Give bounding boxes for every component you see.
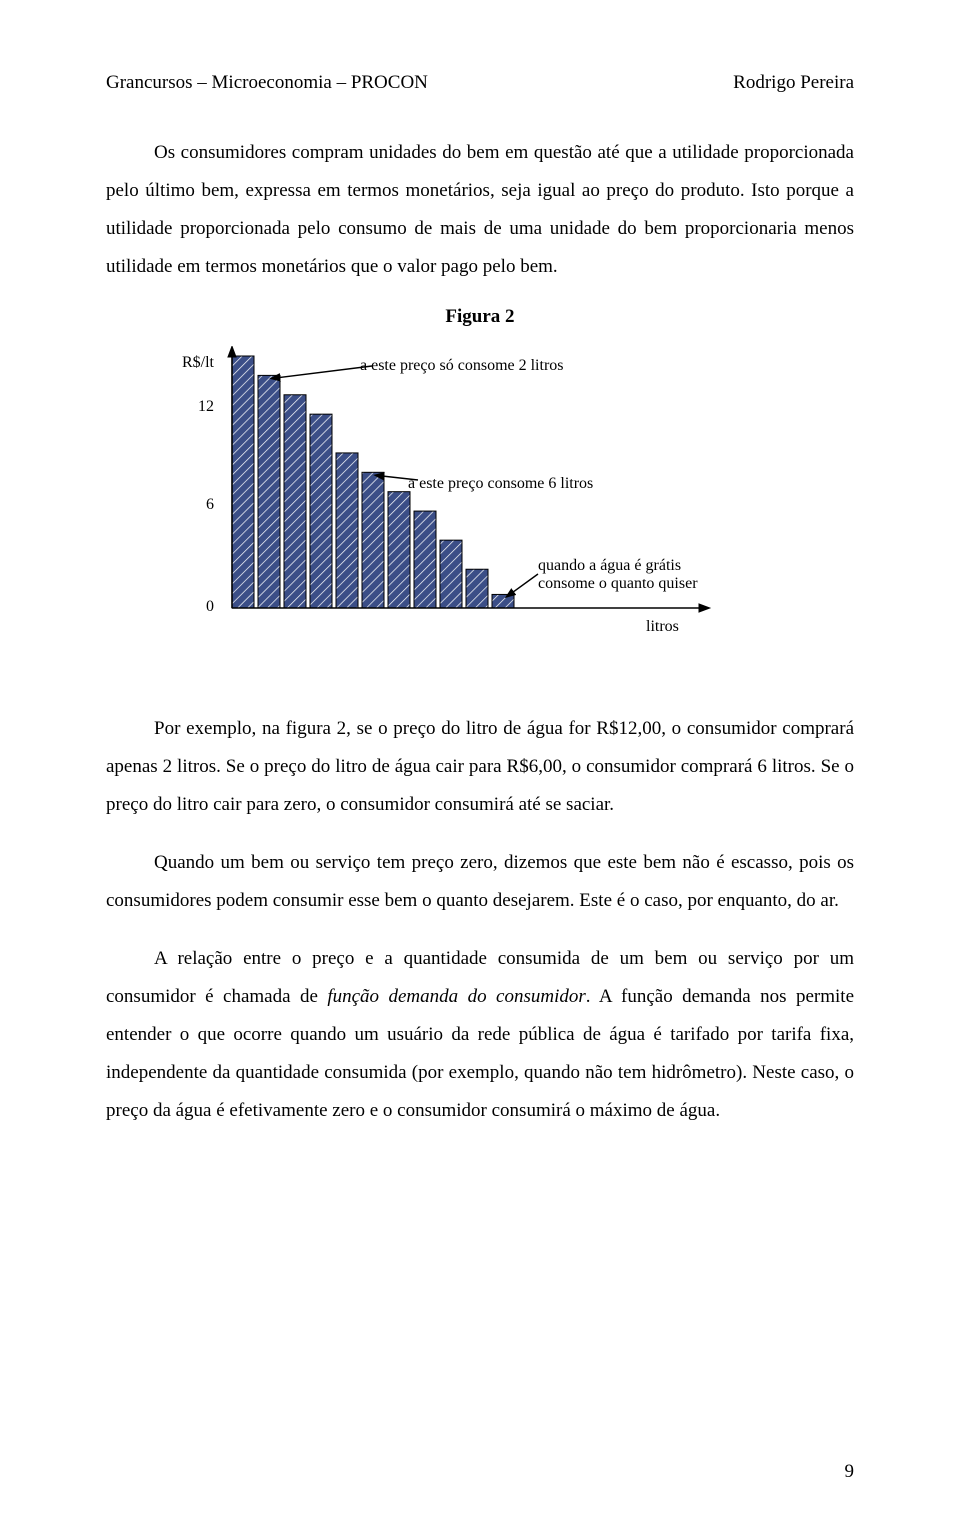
bar <box>258 375 280 608</box>
chart-svg <box>222 346 742 646</box>
header-right: Rodrigo Pereira <box>733 72 854 94</box>
bar <box>232 356 254 608</box>
y-tick-6: 6 <box>166 496 214 514</box>
bar <box>414 511 436 608</box>
paragraph-4: A relação entre o preço e a quantidade c… <box>106 940 854 1130</box>
paragraph-1: Os consumidores compram unidades do bem … <box>106 134 854 286</box>
bar <box>362 472 384 608</box>
bar <box>310 414 332 608</box>
bar <box>336 453 358 608</box>
page-header: Grancursos – Microeconomia – PROCON Rodr… <box>106 72 854 94</box>
paragraph-3: Quando um bem ou serviço tem preço zero,… <box>106 844 854 920</box>
y-tick-12: 12 <box>166 398 214 416</box>
bar <box>440 540 462 608</box>
paragraph-2: Por exemplo, na figura 2, se o preço do … <box>106 710 854 824</box>
page-number: 9 <box>845 1461 855 1483</box>
figure-title: Figura 2 <box>106 306 854 328</box>
header-left: Grancursos – Microeconomia – PROCON <box>106 72 428 94</box>
bar <box>492 594 514 608</box>
y-tick-0: 0 <box>166 598 214 616</box>
y-axis-label: R$/lt <box>166 354 214 372</box>
bar <box>284 395 306 608</box>
bar <box>466 569 488 608</box>
figure-2: R$/lt 12 6 0 a este preço só consome 2 l… <box>160 346 800 666</box>
paragraph-4-italic: função demanda do consumidor <box>327 986 585 1007</box>
bar <box>388 492 410 608</box>
